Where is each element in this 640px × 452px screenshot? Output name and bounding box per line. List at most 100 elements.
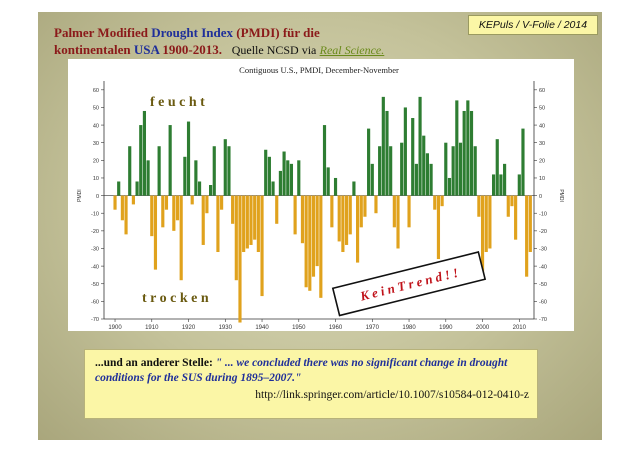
bar-1931 [227,146,231,196]
bar-1938 [253,195,257,240]
bar-1990 [444,142,448,196]
bar-1997 [469,110,474,196]
y-tick-label-left: -50 [91,282,99,288]
y-tick-label-right: -50 [539,282,547,288]
bar-1912 [157,146,161,196]
slide-title: Palmer Modified Drought Index (PMDI) für… [54,24,474,59]
y-tick-label-left: 20 [93,159,99,165]
x-tick-label: 1970 [366,325,380,331]
bar-1970 [370,163,374,196]
bar-1983 [418,96,422,196]
x-tick-label: 2010 [513,325,527,331]
bar-1932 [231,195,235,224]
quote-lead: ...und an anderer Stelle: [95,357,216,369]
bar-1921 [190,195,194,205]
quote-text: ...und an anderer Stelle: " ... we concl… [95,356,531,386]
bar-1918 [179,195,183,281]
title-part4: kontinentalen [54,42,134,57]
bar-1906 [135,181,139,196]
bar-1947 [286,160,290,196]
x-tick-label: 1930 [219,325,233,331]
bar-1993 [455,100,459,196]
bar-1917 [175,195,180,221]
bar-1926 [209,185,213,196]
quote-body: " ... we concluded there was no signific… [95,357,508,384]
source-link[interactable]: Real Science. [319,43,385,57]
bar-1946 [282,151,286,196]
bar-1936 [245,195,249,249]
bar-1981 [411,118,415,196]
bar-1965 [352,181,356,196]
bar-1974 [385,110,389,196]
y-tick-label-left: -20 [91,229,99,235]
bar-1935 [242,195,246,253]
bar-1923 [197,181,202,196]
bar-1973 [381,96,385,196]
y-tick-label-right: 0 [539,194,542,200]
x-tick-label: 1990 [439,325,453,331]
bar-1901 [117,181,121,196]
quote-url[interactable]: http://link.springer.com/article/10.1007… [255,389,529,401]
bar-1919 [183,156,187,196]
bar-1907 [139,125,143,196]
title-part1: Palmer Modified [54,25,152,40]
bar-1916 [172,195,176,231]
bar-1950 [297,160,301,196]
y-tick-label-right: -10 [539,211,547,217]
bar-1976 [392,195,396,228]
bar-2002 [488,195,492,249]
bar-1955 [315,195,319,267]
label-wet: f e u c h t [150,95,205,110]
bar-2010 [517,174,521,196]
bar-1986 [429,163,433,196]
bar-1922 [194,160,198,196]
x-tick-label: 1910 [145,325,159,331]
bar-1982 [414,163,418,196]
y-axis-label-right: PMDI [558,189,564,202]
bar-1978 [400,142,404,196]
title-part5: USA [133,42,160,57]
y-tick-label-right: -20 [539,229,547,235]
bar-2000 [480,195,485,281]
bar-1915 [168,125,172,196]
trend-box [331,251,487,317]
bar-1975 [389,146,393,196]
bar-1962 [341,195,345,253]
bar-1964 [348,195,352,235]
y-axis-label-left: PMDI [77,189,83,202]
bar-1944 [275,195,279,224]
bar-2007 [506,195,510,217]
title-part2: Drought Index [151,25,234,40]
bar-1966 [356,195,360,263]
bar-2008 [510,195,514,207]
bar-1994 [458,142,463,196]
x-tick-label: 1960 [329,325,343,331]
y-tick-label-left: -70 [91,317,99,323]
bar-1979 [403,107,407,196]
bar-1905 [131,195,135,205]
y-tick-label-right: 60 [539,88,545,94]
bar-2009 [514,195,518,240]
bar-1925 [205,195,209,214]
pmdi-bar-chart: Contiguous U.S., PMDI, December-November… [68,59,574,331]
bar-1985 [425,153,429,196]
x-tick-label: 1900 [108,325,122,331]
bar-1920 [186,121,191,196]
bar-1995 [462,110,466,196]
y-tick-label-right: 30 [539,141,545,147]
y-tick-label-right: 20 [539,159,545,165]
x-tick-label: 1920 [182,325,196,331]
bar-1928 [216,195,220,253]
y-tick-label-left: 60 [93,88,99,94]
bar-2006 [503,163,507,196]
bar-1954 [311,195,316,277]
title-part3: (PMDI) für die [233,25,320,40]
bar-1941 [264,149,268,196]
bar-1930 [223,139,227,196]
y-tick-label-right: 40 [539,123,545,129]
title-part6: 1900-2013. [159,42,222,57]
bar-1968 [363,195,367,217]
y-tick-label-left: 50 [93,106,99,112]
label-dry: t r o c k e n [142,291,209,306]
bar-1991 [447,177,452,196]
